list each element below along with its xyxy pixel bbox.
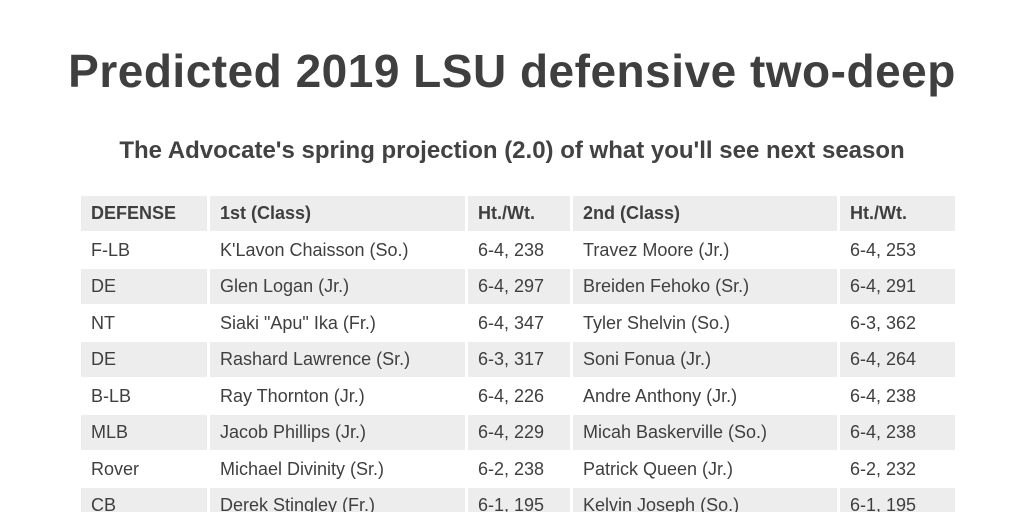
position-cell: Rover xyxy=(81,451,207,486)
second-string-cell: Breiden Fehoko (Sr.) xyxy=(573,269,837,304)
column-header-2: Ht./Wt. xyxy=(468,196,570,231)
second-htwt-cell: 6-3, 362 xyxy=(840,305,955,340)
second-htwt-cell: 6-4, 238 xyxy=(840,378,955,413)
position-cell: DE xyxy=(81,342,207,377)
second-string-cell: Kelvin Joseph (So.) xyxy=(573,488,837,512)
second-string-cell: Micah Baskerville (So.) xyxy=(573,415,837,450)
first-string-cell: Derek Stingley (Fr.) xyxy=(210,488,465,512)
first-htwt-cell: 6-4, 347 xyxy=(468,305,570,340)
second-htwt-cell: 6-2, 232 xyxy=(840,451,955,486)
first-string-cell: Glen Logan (Jr.) xyxy=(210,269,465,304)
second-htwt-cell: 6-4, 291 xyxy=(840,269,955,304)
second-string-cell: Soni Fonua (Jr.) xyxy=(573,342,837,377)
page-title: Predicted 2019 LSU defensive two-deep xyxy=(68,45,956,97)
first-string-cell: Ray Thornton (Jr.) xyxy=(210,378,465,413)
first-htwt-cell: 6-4, 226 xyxy=(468,378,570,413)
first-string-cell: Jacob Phillips (Jr.) xyxy=(210,415,465,450)
column-header-1: 1st (Class) xyxy=(210,196,465,231)
first-htwt-cell: 6-4, 297 xyxy=(468,269,570,304)
first-string-cell: Michael Divinity (Sr.) xyxy=(210,451,465,486)
position-cell: NT xyxy=(81,305,207,340)
second-htwt-cell: 6-4, 264 xyxy=(840,342,955,377)
second-string-cell: Patrick Queen (Jr.) xyxy=(573,451,837,486)
second-string-cell: Tyler Shelvin (So.) xyxy=(573,305,837,340)
position-cell: CB xyxy=(81,488,207,512)
first-htwt-cell: 6-4, 229 xyxy=(468,415,570,450)
column-header-0: DEFENSE xyxy=(81,196,207,231)
first-htwt-cell: 6-4, 238 xyxy=(468,232,570,267)
position-cell: F-LB xyxy=(81,232,207,267)
position-cell: MLB xyxy=(81,415,207,450)
second-string-cell: Andre Anthony (Jr.) xyxy=(573,378,837,413)
first-string-cell: Siaki "Apu" Ika (Fr.) xyxy=(210,305,465,340)
depth-chart-table: DEFENSE 1st (Class) Ht./Wt. 2nd (Class) Ht./… xyxy=(81,196,955,512)
first-string-cell: K'Lavon Chaisson (So.) xyxy=(210,232,465,267)
first-htwt-cell: 6-3, 317 xyxy=(468,342,570,377)
position-cell: DE xyxy=(81,269,207,304)
column-header-4: Ht./Wt. xyxy=(840,196,955,231)
second-htwt-cell: 6-4, 253 xyxy=(840,232,955,267)
second-htwt-cell: 6-1, 195 xyxy=(840,488,955,512)
position-cell: B-LB xyxy=(81,378,207,413)
column-header-3: 2nd (Class) xyxy=(573,196,837,231)
second-string-cell: Travez Moore (Jr.) xyxy=(573,232,837,267)
first-htwt-cell: 6-1, 195 xyxy=(468,488,570,512)
first-htwt-cell: 6-2, 238 xyxy=(468,451,570,486)
first-string-cell: Rashard Lawrence (Sr.) xyxy=(210,342,465,377)
second-htwt-cell: 6-4, 238 xyxy=(840,415,955,450)
page-subtitle: The Advocate's spring projection (2.0) o… xyxy=(119,137,905,164)
